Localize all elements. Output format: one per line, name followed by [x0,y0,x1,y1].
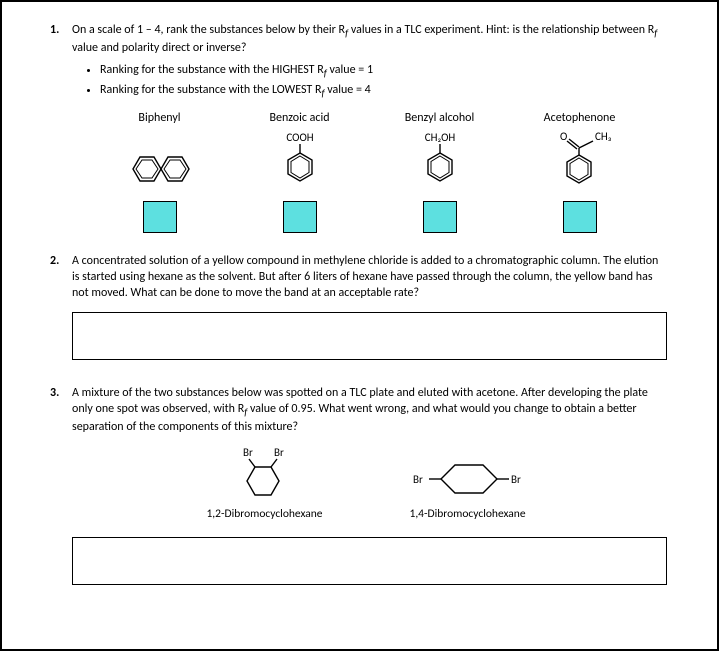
compound-14dbch: Br Br 1,4-Dibromocyclohexane [403,455,533,523]
question-1: 1. On a scale of 1 – 4, rank the substan… [72,22,667,233]
struct-biphenyl [125,129,195,191]
ch2oh-label: CH₂OH [424,131,455,144]
compound-benzyl: Benzyl alcohol CH₂OH [385,110,495,233]
struct-acetophenone: O CH₃ [545,129,615,191]
rank-input-biphenyl[interactable] [143,201,177,233]
ch3-label: CH₃ [595,130,612,143]
question-2: 2. A concentrated solution of a yellow c… [72,253,667,365]
q1-text-c: value and polarity direct or inverse? [72,41,246,55]
q1-b1b: value = 1 [327,63,373,77]
benzyl-icon: CH₂OH [410,129,470,191]
cap-12dbch: 1,2-Dibromocyclohexane [206,507,322,523]
rf-sub: f [654,26,657,39]
compound-acetophenone: Acetophenone O CH₃ [525,110,635,233]
rank-input-acetophenone[interactable] [563,201,597,233]
benzoic-icon: COOH [270,129,330,191]
br-label: Br [243,446,253,459]
name-benzoic: Benzoic acid [269,110,329,126]
q1-b2a: Ranking for the substance with the LOWES… [100,83,321,97]
name-benzyl: Benzyl alcohol [405,110,475,126]
cap-14dbch: 1,4-Dibromocyclohexane [409,507,525,523]
compound-12dbch: Br Br 1,2-Dibromocyclohexane [206,445,322,523]
name-biphenyl: Biphenyl [138,110,180,126]
br-label: Br [511,473,521,486]
struct-benzyl: CH₂OH [410,129,470,191]
q1-text-a: On a scale of 1 – 4, rank the substances… [72,23,345,37]
14dbch-icon: Br Br [403,455,533,503]
q1-bullets: Ranking for the substance with the HIGHE… [100,62,667,100]
aceto-icon: O CH₃ [545,129,615,191]
q3-number: 3. [50,385,59,401]
compound-benzoic: Benzoic acid COOH [245,110,355,233]
q3-text: A mixture of the two substances below wa… [72,386,648,434]
q1-b2b: value = 4 [325,83,371,97]
compound-row: Biphenyl Benzoic acid COOH Benzyl alcoho… [72,110,667,233]
q1-text-b: values in a TLC experiment. Hint: is the… [348,23,654,37]
o-label: O [560,130,567,143]
q1-number: 1. [50,22,59,38]
q2-answer-input[interactable] [72,312,667,360]
br-label: Br [413,473,423,486]
compound-biphenyl: Biphenyl [105,110,215,233]
12dbch-icon: Br Br [219,445,309,503]
name-acetophenone: Acetophenone [544,110,616,126]
q2-number: 2. [50,253,59,269]
struct-benzoic: COOH [270,129,330,191]
br-label: Br [274,446,284,459]
q1-bullet-1: Ranking for the substance with the HIGHE… [100,62,667,80]
q2-text: A concentrated solution of a yellow comp… [72,254,658,300]
rank-input-benzyl[interactable] [423,201,457,233]
cooh-label: COOH [286,131,313,144]
biphenyl-icon [125,147,195,191]
q3-compounds: Br Br 1,2-Dibromocyclohexane Br Br 1,4-D… [72,445,667,523]
q3-answer-input[interactable] [72,537,667,585]
q1-text: On a scale of 1 – 4, rank the substances… [72,23,657,55]
q1-bullet-2: Ranking for the substance with the LOWES… [100,82,667,100]
q1-b1a: Ranking for the substance with the HIGHE… [100,63,324,77]
question-3: 3. A mixture of the two substances below… [72,385,667,590]
rank-input-benzoic[interactable] [283,201,317,233]
